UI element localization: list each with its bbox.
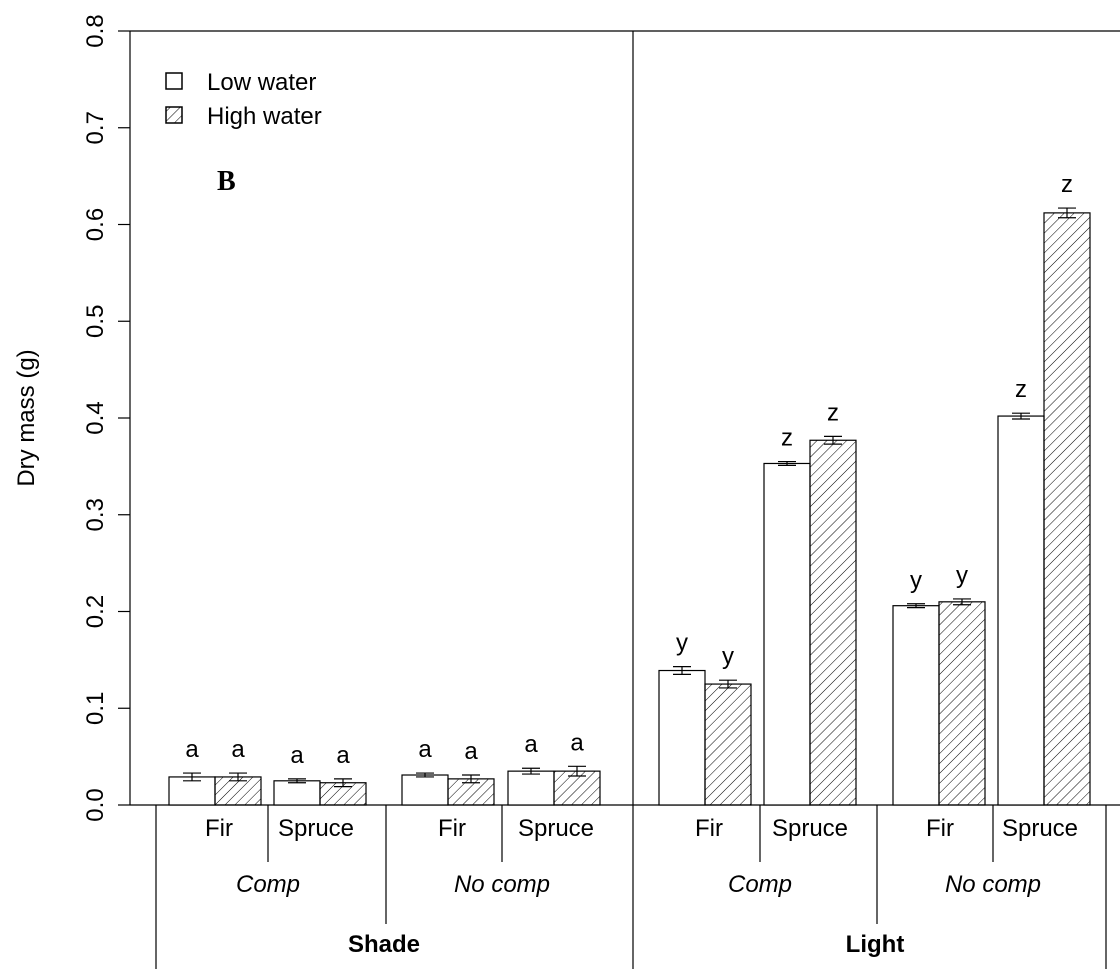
competition-label: Comp: [236, 871, 300, 898]
y-tick-label: 0.6: [82, 208, 109, 241]
significance-letter: a: [464, 738, 478, 765]
species-label: Fir: [695, 815, 723, 842]
bar: [273, 780, 321, 806]
species-label: Spruce: [518, 815, 594, 842]
panel-label: B: [217, 166, 236, 197]
significance-letter: z: [1015, 376, 1027, 403]
y-tick-label: 0.8: [82, 14, 109, 47]
bar: [763, 462, 811, 806]
x-axis-labels: Fir Spruce Fir Spruce Fir Spruce Fir Spruce Comp…: [155, 805, 1107, 969]
bar: [938, 601, 986, 806]
significance-letter: y: [956, 562, 968, 589]
significance-letter: a: [185, 736, 199, 763]
legend: Low water High water: [165, 69, 322, 130]
significance-letter: a: [336, 742, 350, 769]
y-tick-label: 0.4: [82, 401, 109, 434]
bar: [553, 770, 601, 806]
error-bar: [288, 778, 306, 784]
error-bar: [907, 603, 925, 609]
species-label: Spruce: [278, 815, 354, 842]
error-bar: [824, 435, 842, 445]
error-bar: [1058, 207, 1076, 219]
error-bar: [953, 598, 971, 606]
y-tick-label: 0.2: [82, 595, 109, 628]
y-tick-label: 0.0: [82, 788, 109, 821]
legend-label-high-water: High water: [207, 103, 322, 130]
significance-letter: y: [722, 643, 734, 670]
bars: a a a a a a a a y y z z y y z z: [168, 171, 1091, 806]
significance-letter: z: [827, 399, 839, 426]
significance-letter: y: [676, 630, 688, 657]
competition-label: No comp: [945, 871, 1041, 898]
bar: [1043, 212, 1091, 806]
error-bar: [334, 778, 352, 788]
y-tick-label: 0.7: [82, 111, 109, 144]
y-ticks: 0.0 0.1 0.2 0.3 0.4 0.5 0.6 0.7 0.8: [82, 14, 130, 822]
bar: [401, 774, 449, 806]
y-axis-label: Dry mass (g): [13, 349, 40, 486]
legend-swatch-low-water: [165, 72, 183, 90]
error-bar: [568, 765, 586, 777]
bar: [892, 605, 940, 806]
significance-letter: a: [418, 736, 432, 763]
significance-letter: z: [1061, 171, 1073, 198]
legend-swatch-high-water: [165, 106, 183, 124]
error-bar: [229, 772, 247, 782]
species-label: Fir: [438, 815, 466, 842]
species-label: Fir: [205, 815, 233, 842]
error-bar: [673, 666, 691, 675]
y-tick-label: 0.1: [82, 692, 109, 725]
bar: [658, 669, 706, 806]
light-label: Shade: [348, 931, 420, 958]
light-label: Light: [846, 931, 905, 958]
error-bar: [462, 774, 480, 784]
error-bar: [1012, 412, 1030, 420]
significance-letter: a: [524, 731, 538, 758]
competition-label: No comp: [454, 871, 550, 898]
y-tick-label: 0.3: [82, 498, 109, 531]
bar: [997, 415, 1045, 806]
species-label: Spruce: [1002, 815, 1078, 842]
error-bar: [778, 460, 796, 467]
error-bar: [416, 772, 434, 778]
significance-letter: a: [231, 736, 245, 763]
bar: [809, 439, 857, 806]
error-bar: [183, 772, 201, 782]
bar: [507, 770, 555, 806]
significance-letter: a: [570, 729, 584, 756]
bar: [704, 683, 752, 806]
species-label: Fir: [926, 815, 954, 842]
y-tick-label: 0.5: [82, 305, 109, 338]
error-bar: [522, 767, 540, 775]
species-label: Spruce: [772, 815, 848, 842]
significance-letter: z: [781, 425, 793, 452]
significance-letter: y: [910, 567, 922, 594]
significance-letter: a: [290, 742, 304, 769]
competition-label: Comp: [728, 871, 792, 898]
legend-label-low-water: Low water: [207, 69, 316, 96]
error-bar: [719, 679, 737, 689]
